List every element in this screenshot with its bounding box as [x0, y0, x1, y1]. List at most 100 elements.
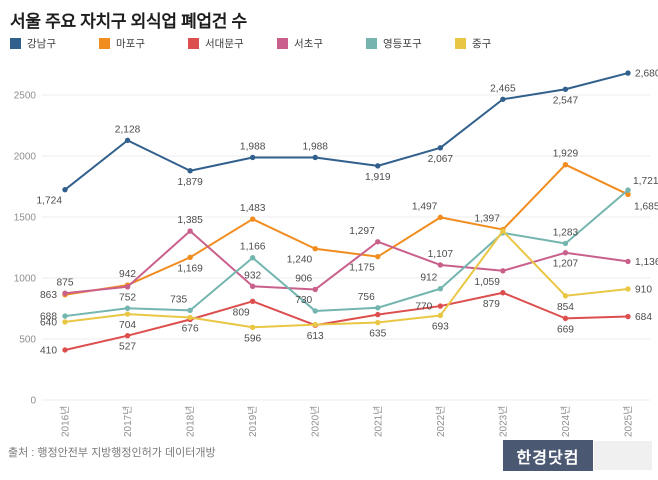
data-label-junggu: 910 [635, 284, 652, 295]
data-point-gangnam [62, 186, 68, 193]
legend-label: 마포구 [116, 38, 145, 50]
data-point-gangnam [437, 145, 444, 151]
series-line-yeongdeungpo [64, 189, 629, 318]
data-point-mapo [187, 254, 193, 261]
x-tick-label: 2022년 [435, 406, 447, 437]
data-label-seodaemun: 809 [233, 307, 250, 318]
data-label-seodaemun: 684 [635, 312, 652, 323]
data-label-junggu: 676 [182, 324, 199, 335]
series-line-seodaemun [64, 291, 629, 351]
legend-swatch-seocho [277, 38, 288, 49]
legend-swatch-mapo [99, 38, 110, 49]
data-point-junggu [249, 324, 256, 330]
x-tick-label: 2019년 [247, 406, 259, 437]
data-label-seodaemun: 669 [557, 324, 574, 335]
data-point-yeongdeungpo [375, 305, 381, 311]
data-point-seocho [187, 228, 193, 234]
data-point-seodaemun [437, 303, 444, 309]
data-point-yeongdeungpo [124, 305, 131, 311]
data-label-yeongdeungpo: 1,283 [553, 227, 579, 238]
series-line-mapo [64, 163, 629, 296]
data-point-gangnam [562, 86, 569, 92]
data-label-yeongdeungpo: 752 [119, 292, 136, 303]
legend-item-seocho: 서초구 [277, 36, 323, 51]
y-tick-label: 2000 [14, 152, 37, 163]
legend-swatch-seodaemun [188, 38, 199, 49]
x-tick-label: 2017년 [122, 406, 134, 437]
data-label-gangnam: 1,919 [365, 172, 391, 183]
data-point-seocho [124, 284, 131, 290]
data-point-junggu [375, 319, 381, 326]
data-label-junggu: 596 [244, 333, 261, 344]
data-point-seocho [437, 262, 444, 268]
legend-label: 중구 [472, 38, 492, 50]
data-point-junggu [187, 314, 193, 321]
data-label-gangnam: 1,988 [302, 141, 328, 152]
data-label-yeongdeungpo: 912 [420, 273, 437, 284]
data-label-seocho: 1,207 [553, 259, 579, 270]
data-point-gangnam [625, 70, 631, 76]
data-label-seocho: 1,385 [177, 215, 203, 226]
data-point-gangnam [124, 137, 131, 144]
data-label-mapo: 1,497 [412, 201, 438, 212]
legend-item-seodaemun: 서대문구 [188, 36, 244, 51]
data-label-yeongdeungpo: 1,166 [240, 242, 266, 253]
data-label-gangnam: 1,988 [240, 141, 266, 152]
data-point-seodaemun [124, 333, 131, 339]
data-label-mapo: 1,483 [240, 203, 266, 214]
legend-label: 영등포구 [383, 38, 422, 50]
data-point-seocho [562, 250, 569, 256]
data-label-mapo: 1,929 [553, 149, 579, 160]
data-label-yeongdeungpo: 730 [295, 295, 312, 306]
data-point-junggu [124, 311, 131, 317]
data-label-yeongdeungpo: 735 [170, 294, 187, 305]
data-point-mapo [437, 214, 444, 221]
logo-tail [594, 441, 652, 470]
series-line-gangnam [64, 72, 629, 191]
series-line-junggu [64, 230, 629, 329]
data-point-seodaemun [625, 313, 631, 320]
data-label-seodaemun: 770 [415, 302, 432, 313]
data-point-junggu [625, 286, 631, 292]
legend-swatch-yeongdeungpo [366, 38, 377, 49]
data-point-yeongdeungpo [312, 308, 318, 314]
data-label-seodaemun: 879 [483, 299, 500, 310]
data-point-gangnam [249, 154, 256, 161]
y-tick-label: 0 [30, 396, 36, 407]
x-tick-label: 2025년 [623, 406, 635, 437]
data-label-yeongdeungpo: 756 [358, 292, 375, 303]
data-point-mapo [625, 191, 631, 198]
data-label-junggu: 640 [40, 317, 57, 328]
data-label-gangnam: 2,067 [428, 154, 454, 165]
data-point-seodaemun [375, 311, 381, 318]
legend: 강남구 마포구 서대문구 서초구 영등포구 중구 [0, 36, 658, 50]
legend-item-gangnam: 강남구 [10, 36, 56, 51]
legend-item-mapo: 마포구 [99, 36, 145, 51]
data-label-junggu: 854 [557, 302, 574, 313]
data-label-seocho: 1,136 [635, 257, 658, 268]
data-label-yeongdeungpo: 1,721 [633, 176, 658, 187]
data-point-mapo [562, 161, 569, 168]
data-label-junggu: 704 [119, 320, 136, 331]
data-label-mapo: 942 [119, 269, 136, 280]
data-label-gangnam: 1,724 [37, 196, 63, 207]
logo-hankyung: 한경닷컴 [503, 440, 593, 471]
data-point-junggu [312, 321, 318, 328]
data-label-seodaemun: 613 [307, 331, 324, 342]
y-tick-label: 1500 [14, 213, 37, 224]
data-point-seodaemun [249, 298, 256, 305]
data-label-seocho: 906 [295, 273, 312, 284]
legend-label: 서대문구 [205, 38, 244, 50]
data-label-junggu: 693 [432, 321, 449, 332]
data-point-gangnam [187, 168, 193, 174]
legend-swatch-junggu [455, 38, 466, 49]
data-point-junggu [562, 293, 569, 299]
data-point-gangnam [500, 96, 506, 102]
legend-swatch-gangnam [10, 38, 21, 49]
legend-label: 서초구 [294, 38, 323, 50]
x-tick-label: 2020년 [310, 406, 322, 437]
source-text: 출처 : 행정안전부 지방행정인허가 데이터개방 [8, 447, 216, 459]
data-point-seodaemun [500, 290, 506, 296]
